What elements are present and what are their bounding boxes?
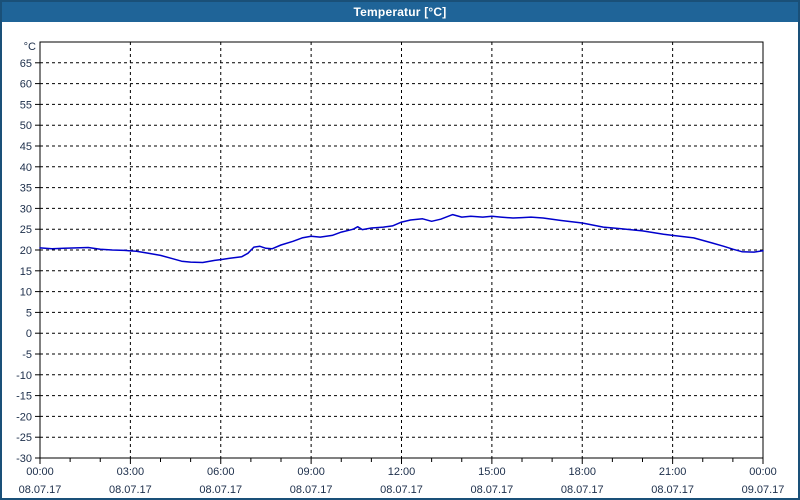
- y-tick-label: 45: [20, 141, 32, 153]
- y-tick-label: 0: [26, 328, 32, 340]
- x-tick-date-label: 08.07.17: [290, 484, 333, 496]
- y-tick-label: 55: [20, 99, 32, 111]
- x-tick-time-label: 00:00: [749, 466, 777, 478]
- y-tick-label: -5: [22, 349, 32, 361]
- y-tick-label: 20: [20, 245, 32, 257]
- y-tick-label: -15: [16, 391, 32, 403]
- y-tick-label: -20: [16, 411, 32, 423]
- chart-area: 65 60 55 50 45 40 35 30 25 20 15 10 5 0 -5 -10 -15 -20 -25…: [2, 22, 798, 498]
- x-tick-date-label: 08.07.17: [380, 484, 423, 496]
- y-tick-label: 5: [26, 307, 32, 319]
- y-tick-label: -25: [16, 432, 32, 444]
- y-tick-label: 65: [20, 58, 32, 70]
- temperature-line: [39, 213, 764, 264]
- y-tick-label: 50: [20, 120, 32, 132]
- x-tick-time-label: 09:00: [297, 466, 325, 478]
- window-title: Temperatur [°C]: [353, 5, 447, 19]
- y-tick-label: 60: [20, 79, 32, 91]
- y-tick-label: -30: [16, 453, 32, 465]
- x-tick-date-label: 08.07.17: [199, 484, 242, 496]
- x-tick-time-label: 21:00: [659, 466, 687, 478]
- y-tick-label: 35: [20, 183, 32, 195]
- x-tick-time-label: 18:00: [568, 466, 596, 478]
- y-tick-label: -10: [16, 370, 32, 382]
- y-tick-label: 15: [20, 266, 32, 278]
- title-bar[interactable]: Temperatur [°C]: [2, 2, 798, 22]
- x-tick-time-label: 03:00: [117, 466, 145, 478]
- y-tick-label: 30: [20, 203, 32, 215]
- y-tick-label: 10: [20, 287, 32, 299]
- x-tick-date-label: 08.07.17: [109, 484, 152, 496]
- x-tick-date-label: 08.07.17: [470, 484, 513, 496]
- x-tick-date-label: 09.07.17: [742, 484, 785, 496]
- x-tick-time-label: 00:00: [26, 466, 54, 478]
- plot-frame: [39, 41, 764, 459]
- x-tick-time-label: 06:00: [207, 466, 235, 478]
- y-tick-label: 40: [20, 162, 32, 174]
- x-tick-date-label: 08.07.17: [19, 484, 62, 496]
- x-tick-time-label: 12:00: [388, 466, 416, 478]
- x-tick-date-label: 08.07.17: [651, 484, 694, 496]
- x-tick-time-label: 15:00: [478, 466, 506, 478]
- y-axis-unit-label: °C: [24, 41, 36, 53]
- y-tick-label: 25: [20, 224, 32, 236]
- temperature-chart: 65605550454035302520151050-5-10-15-20-25…: [16, 41, 785, 496]
- x-tick-date-label: 08.07.17: [561, 484, 604, 496]
